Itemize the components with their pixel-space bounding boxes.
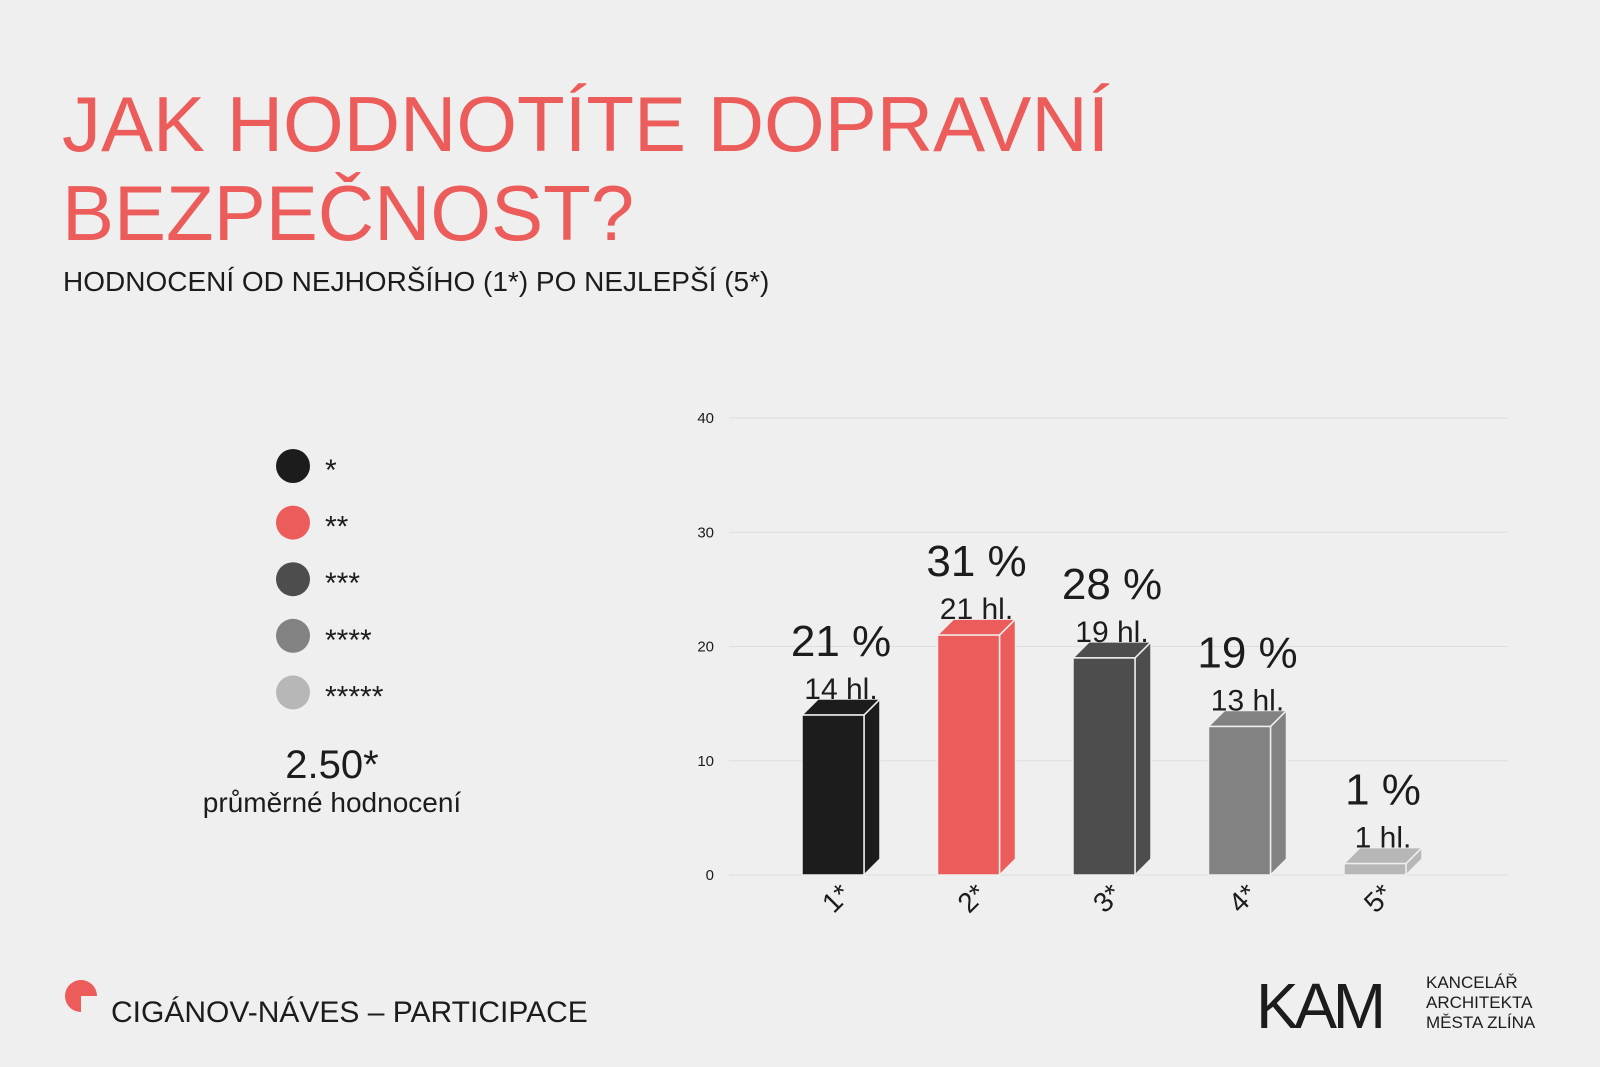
bar: [801, 714, 865, 876]
footer: CIGÁNOV-NÁVES – PARTICIPACE: [111, 996, 588, 1029]
legend-swatch: [276, 505, 310, 540]
average-value: 2.50*: [285, 743, 378, 787]
value-label: 1 hl.: [1355, 822, 1412, 855]
logo-line: MĚSTA ZLÍNA: [1426, 1013, 1536, 1032]
value-label: 13 hl.: [1211, 684, 1284, 717]
title-line: JAK HODNOTÍTE DOPRAVNÍ: [62, 80, 1110, 168]
bar: [1343, 862, 1407, 876]
subtitle: HODNOCENÍ OD NEJHORŠÍHO (1*) PO NEJLEPŠÍ…: [63, 266, 769, 297]
logo-line: KANCELÁŘ: [1426, 973, 1518, 992]
percent-label: 21 %: [791, 617, 891, 666]
legend-swatch: [276, 675, 310, 710]
legend-label: **: [325, 511, 349, 544]
y-tick-label: 40: [697, 410, 714, 427]
percent-label: 31 %: [926, 537, 1026, 586]
bar: [1072, 657, 1136, 876]
legend-label: ***: [325, 567, 360, 600]
bar-side: [998, 617, 1017, 877]
legend-swatch: [276, 618, 310, 653]
legend-label: ****: [325, 624, 372, 657]
average-label: průměrné hodnocení: [203, 787, 462, 818]
bar: [936, 634, 1001, 876]
y-tick-label: 20: [697, 639, 714, 656]
logo-mark: KAM: [1256, 970, 1386, 1042]
value-label: 21 hl.: [940, 593, 1013, 626]
legend-label: *: [325, 454, 337, 487]
bar-side: [863, 697, 881, 877]
bar-side: [1269, 708, 1288, 877]
legend-label: *****: [325, 680, 384, 713]
bar: [1207, 725, 1272, 876]
percent-label: 19 %: [1197, 628, 1297, 677]
legend-swatch: [276, 562, 310, 597]
value-label: 14 hl.: [804, 673, 877, 706]
title-line: BEZPEČNOST?: [62, 169, 634, 257]
y-tick-label: 0: [706, 867, 714, 884]
footer-icon: [65, 980, 97, 1012]
y-tick-label: 30: [697, 524, 714, 541]
logo-line: ARCHITEKTA: [1426, 993, 1533, 1012]
y-tick-label: 10: [697, 753, 714, 770]
value-label: 19 hl.: [1075, 616, 1148, 649]
percent-label: 28 %: [1062, 560, 1162, 609]
percent-label: 1 %: [1345, 766, 1421, 815]
bar-side: [1134, 640, 1152, 877]
legend-swatch: [276, 449, 310, 483]
